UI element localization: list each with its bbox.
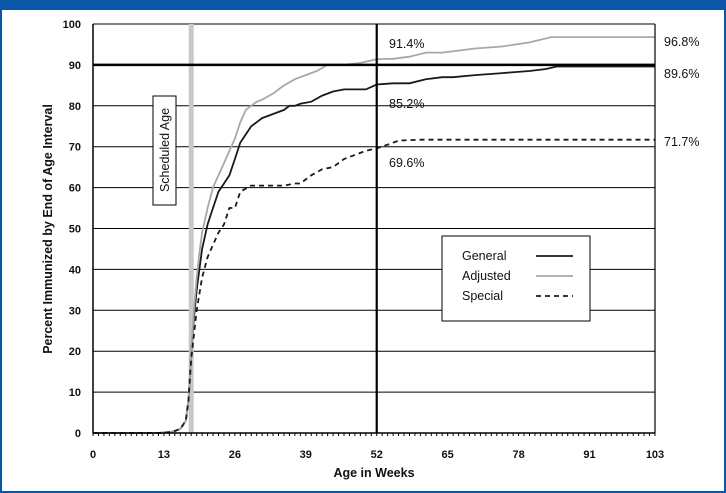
y-tick-label-40: 40 [69,264,81,276]
annotation-0: 91.4% [389,37,424,51]
x-tick-label-0: 0 [90,449,96,461]
tick-labels: 0 10 20 30 40 50 60 70 80 90 100 0 13 26 39 52 65 78 91 103 [63,19,665,461]
y-axis-title: Percent Immunized by End of Age Interval [41,104,55,354]
legend-label-special: Special [462,289,503,303]
scheduled-age-line [188,24,194,433]
series-lines [93,36,655,434]
series-line-adjusted [93,36,655,434]
x-tick-label-78: 78 [512,449,524,461]
x-axis-title: Age in Weeks [333,466,414,480]
annotation-1: 85.2% [389,97,424,111]
y-tick-label-90: 90 [69,60,81,72]
annotation-5: 71.7% [664,135,699,149]
y-tick-label-10: 10 [69,387,81,399]
annotation-3: 96.8% [664,35,699,49]
legend: General Adjusted Special [441,235,591,322]
axes [92,24,656,436]
legend-box [441,235,591,322]
legend-label-general: General [462,249,506,263]
annotation-4: 89.6% [664,67,699,81]
x-tick-label-39: 39 [300,449,312,461]
y-tick-label-30: 30 [69,305,81,317]
x-tick-label-103: 103 [646,449,664,461]
x-tick-label-13: 13 [158,449,170,461]
reference-lines [93,24,655,433]
scheduled-age-marker: Scheduled Age [152,24,194,433]
y-tick-label-70: 70 [69,142,81,154]
y-tick-label-0: 0 [75,428,81,440]
x-tick-label-26: 26 [229,449,241,461]
legend-label-adjusted: Adjusted [462,269,511,283]
annotations: 91.4% 85.2% 69.6% 96.8% 89.6% 71.7% [389,35,699,170]
annotation-2: 69.6% [389,156,424,170]
y-tick-label-100: 100 [63,19,81,31]
x-tick-label-52: 52 [371,449,383,461]
title-bar [0,0,726,10]
series-line-special [93,138,655,434]
y-tick-label-50: 50 [69,224,81,236]
scheduled-age-box [152,95,177,206]
x-tick-label-91: 91 [583,449,595,461]
x-tick-label-65: 65 [442,449,454,461]
y-tick-label-20: 20 [69,346,81,358]
y-tick-label-60: 60 [69,183,81,195]
y-tick-label-80: 80 [69,101,81,113]
scheduled-age-label: Scheduled Age [158,108,172,192]
